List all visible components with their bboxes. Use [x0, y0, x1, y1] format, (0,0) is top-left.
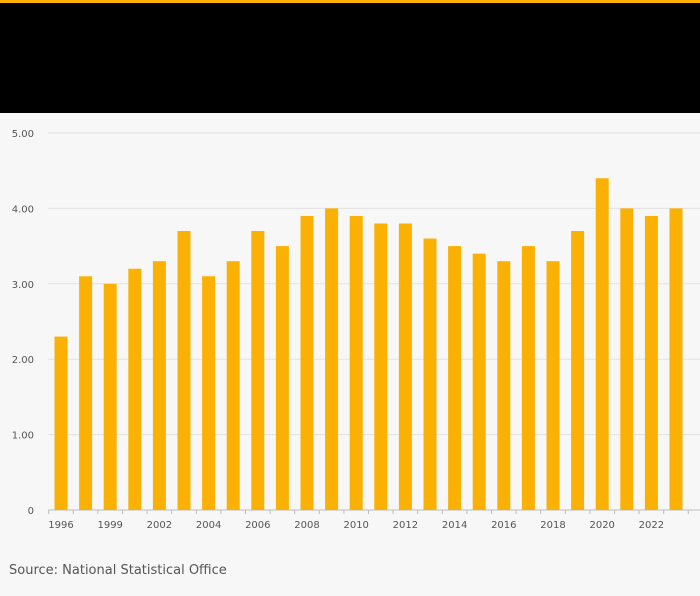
x-tick-label: 2022	[639, 520, 664, 531]
bar	[300, 215, 314, 510]
bar	[152, 261, 166, 510]
bar	[644, 215, 658, 510]
x-tick-label: 2008	[294, 520, 319, 531]
bar	[275, 246, 289, 510]
bar	[128, 268, 142, 510]
bar	[423, 238, 437, 510]
bar	[349, 215, 363, 510]
bar	[571, 231, 585, 510]
x-axis-ticks: 1996 1999 2002 2004 2006 2008 2010 2012 2014 2016…	[48, 510, 689, 531]
x-tick-label: 2004	[196, 520, 221, 531]
top-accent-bar	[0, 0, 700, 3]
y-tick-label: 1.00	[12, 431, 34, 442]
y-tick-label: 0	[28, 506, 34, 517]
source-note: Source: National Statistical Office	[9, 563, 227, 578]
bar	[521, 246, 535, 510]
x-tick-label: 2014	[442, 520, 467, 531]
x-tick-label: 2002	[147, 520, 172, 531]
x-tick-label: 2016	[491, 520, 516, 531]
x-tick-label: 2006	[245, 520, 270, 531]
bar	[546, 261, 560, 510]
y-tick-label: 5.00	[12, 129, 34, 140]
bar	[595, 178, 609, 510]
x-tick-label: 2012	[393, 520, 418, 531]
bar	[374, 223, 388, 510]
y-tick-label: 4.00	[12, 204, 34, 215]
y-tick-label: 3.00	[12, 280, 34, 291]
bar	[177, 231, 191, 510]
bar	[251, 231, 265, 510]
bar	[669, 208, 683, 510]
x-tick-label: 1999	[97, 520, 122, 531]
x-tick-label: 2020	[589, 520, 614, 531]
header-band	[0, 3, 700, 113]
bar-chart: 0 1.00 2.00 3.00 4.00 5.00 1996 1999 2002 2004 20…	[12, 129, 700, 531]
bar	[497, 261, 511, 510]
bar	[398, 223, 412, 510]
bars	[54, 178, 683, 510]
bar	[202, 276, 216, 510]
bar	[79, 276, 93, 510]
bar	[54, 336, 68, 510]
chart-area: 0 1.00 2.00 3.00 4.00 5.00 1996 1999 2002 2004 20…	[0, 113, 700, 553]
y-axis-ticks: 0 1.00 2.00 3.00 4.00 5.00	[12, 129, 34, 517]
bar	[226, 261, 240, 510]
bar	[472, 253, 486, 510]
x-tick-label: 2010	[343, 520, 368, 531]
x-tick-label: 1996	[48, 520, 73, 531]
bar	[620, 208, 634, 510]
x-tick-label: 2018	[540, 520, 565, 531]
y-tick-label: 2.00	[12, 355, 34, 366]
bar	[448, 246, 462, 510]
bar	[103, 283, 117, 510]
bar	[325, 208, 339, 510]
